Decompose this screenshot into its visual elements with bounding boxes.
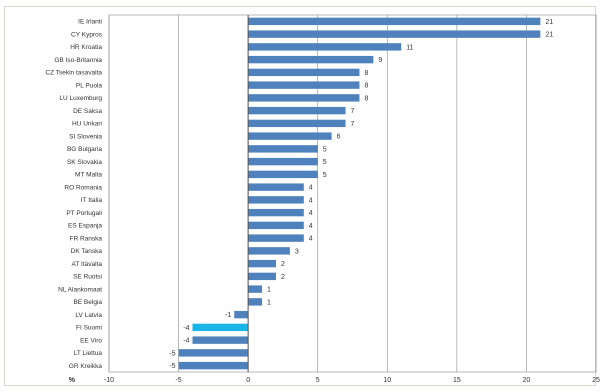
- category-label: MT Malta: [75, 172, 102, 179]
- category-label: CZ Tsekin tasavalta: [45, 70, 102, 77]
- data-label: 4: [309, 223, 313, 230]
- data-label: -5: [169, 350, 175, 357]
- bar: [192, 323, 249, 332]
- category-label: PL Puola: [76, 82, 103, 89]
- data-label: 2: [281, 261, 285, 268]
- data-label: -4: [183, 338, 189, 345]
- data-label: 3: [295, 248, 299, 255]
- bars: [178, 17, 541, 370]
- bar: [178, 361, 249, 370]
- category-label: LV Latvia: [75, 312, 102, 319]
- x-axis-unit-label: %: [69, 377, 76, 384]
- bar: [248, 106, 346, 115]
- category-label: GB Iso-Britannia: [54, 57, 102, 64]
- bar: [248, 234, 304, 242]
- x-tick-label: 15: [453, 377, 461, 384]
- bar: [178, 349, 249, 357]
- data-label: 7: [351, 121, 355, 128]
- x-tick-label: -10: [104, 377, 114, 384]
- category-label: BE Belgia: [73, 299, 102, 306]
- grid-lines: [108, 15, 597, 372]
- category-label: GR Kreikka: [69, 363, 103, 370]
- bar: [248, 145, 318, 153]
- bar: [248, 157, 318, 166]
- x-tick-label: 25: [592, 377, 600, 384]
- data-label: 21: [545, 19, 553, 26]
- data-label: 9: [378, 57, 382, 64]
- bar: [248, 17, 541, 26]
- category-label: EE Viro: [80, 337, 102, 344]
- axes: [108, 14, 597, 373]
- bar: [248, 208, 304, 217]
- bar: [248, 183, 304, 191]
- data-label: 2: [281, 274, 285, 281]
- data-label: -1: [225, 312, 231, 319]
- category-label: IT Italia: [81, 197, 103, 204]
- data-label: 5: [323, 159, 327, 166]
- category-label: DK Tanska: [71, 248, 103, 255]
- category-label: BG Bulgaria: [67, 146, 102, 153]
- category-label: DE Saksa: [73, 108, 102, 115]
- bar: [248, 272, 276, 281]
- category-label: ES Espanja: [68, 223, 102, 230]
- x-tick-label: -5: [175, 377, 181, 384]
- bar: [248, 170, 318, 179]
- data-label: 4: [309, 236, 313, 243]
- bar: [234, 310, 249, 319]
- bar: [192, 336, 249, 344]
- data-label: 5: [323, 146, 327, 153]
- category-label: RO Romania: [64, 184, 102, 191]
- category-label: SI Slovenia: [69, 133, 102, 140]
- data-label: 8: [364, 83, 368, 90]
- bar: [248, 196, 304, 204]
- bar: [248, 132, 332, 140]
- data-label: 7: [351, 108, 355, 115]
- bar: [248, 30, 541, 38]
- x-tick-label: 10: [383, 377, 391, 384]
- category-label: CY Kypros: [71, 31, 103, 38]
- category-label: FI Suomi: [76, 325, 102, 332]
- bar: [248, 298, 263, 306]
- x-tick-label: 0: [246, 377, 250, 384]
- category-label: LU Luxemburg: [59, 95, 102, 102]
- data-label: -5: [169, 363, 175, 370]
- x-tick-label: 5: [316, 377, 320, 384]
- plot-border: [108, 14, 597, 373]
- category-label: SE Ruotsi: [73, 274, 102, 281]
- data-label: 1: [267, 287, 271, 294]
- bar: [248, 247, 290, 255]
- bar: [248, 259, 276, 268]
- data-label: 1: [267, 299, 271, 306]
- data-label: 6: [337, 134, 341, 141]
- x-tick-label: 20: [523, 377, 531, 384]
- category-label: FR Ranska: [69, 235, 102, 242]
- category-label: HR Kroatia: [70, 44, 102, 51]
- category-label: AT Itävalta: [72, 261, 103, 268]
- data-label: 8: [364, 70, 368, 77]
- data-label: -4: [183, 325, 189, 332]
- data-label: 5: [323, 172, 327, 179]
- data-label: 4: [309, 185, 313, 192]
- data-label: 4: [309, 210, 313, 217]
- bar: [248, 94, 360, 102]
- bar: [248, 81, 360, 89]
- bar: [248, 221, 304, 230]
- data-label: 21: [545, 32, 553, 39]
- category-label: IE Irlanti: [78, 19, 102, 26]
- bar: [248, 43, 402, 51]
- bar: [248, 285, 263, 293]
- bar: [248, 119, 346, 128]
- category-label: LT Liettua: [74, 350, 103, 357]
- data-label: 4: [309, 197, 313, 204]
- bar: [248, 68, 360, 77]
- data-label: 11: [406, 44, 413, 51]
- data-label: 8: [364, 95, 368, 102]
- category-label: NL Alankomaat: [58, 286, 102, 293]
- category-label: SK Slovakia: [67, 159, 102, 166]
- bar: [248, 55, 374, 64]
- category-label: HU Unkari: [72, 121, 102, 128]
- category-label: PT Portugali: [66, 210, 102, 217]
